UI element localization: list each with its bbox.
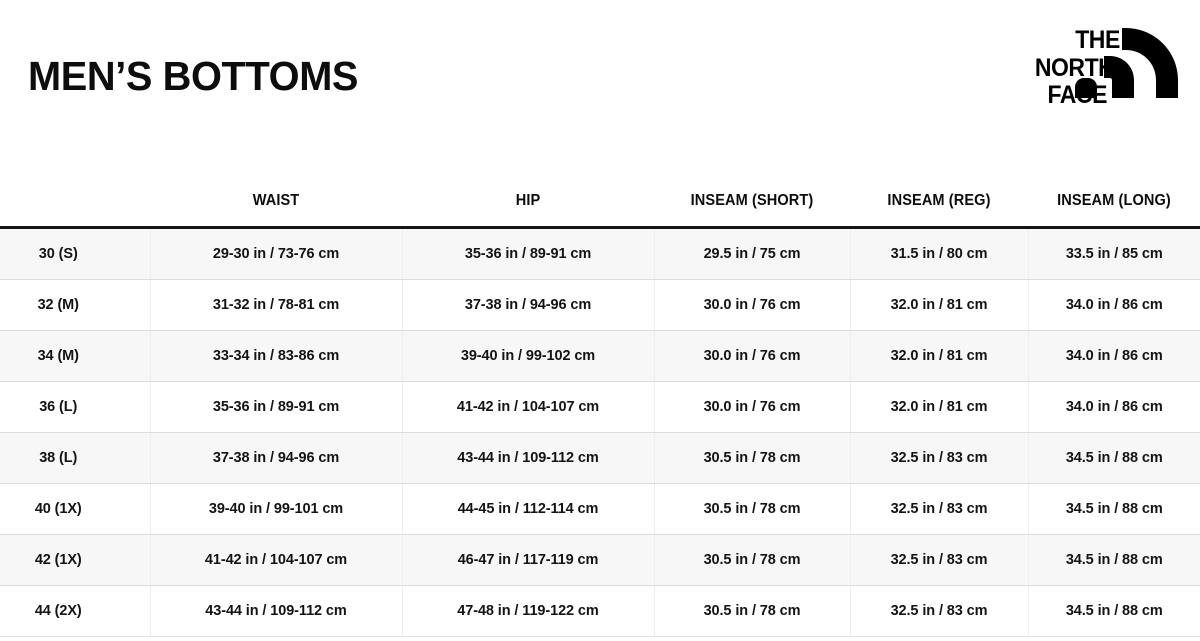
column-header-inseam-short: INSEAM (SHORT) <box>690 192 814 209</box>
measurement-cell: 30.0 in / 76 cm <box>654 381 851 433</box>
measurement-cell: 46-47 in / 117-119 cm <box>402 534 655 586</box>
measurement-cell: 30.5 in / 78 cm <box>654 534 851 586</box>
measurement-cell: 32.5 in / 83 cm <box>850 534 1029 586</box>
table-row: 30 (S) 29-30 in / 73-76 cm 35-36 in / 89-9… <box>0 227 1200 280</box>
table-row: 34 (M) 33-34 in / 83-86 cm 39-40 in / 99-1… <box>0 330 1200 382</box>
measurement-cell: 31.5 in / 80 cm <box>850 227 1029 280</box>
column-header-inseam-long: INSEAM (LONG) <box>1057 192 1171 209</box>
measurement-cell: 34.5 in / 88 cm <box>1028 585 1200 637</box>
measurement-cell: 44-45 in / 112-114 cm <box>402 483 655 535</box>
measurement-cell: 34.5 in / 88 cm <box>1028 483 1200 535</box>
measurement-cell: 32.5 in / 83 cm <box>850 483 1029 535</box>
measurement-cell: 34.5 in / 88 cm <box>1028 534 1200 586</box>
table-header-row: WAIST HIP INSEAM (SHORT) INSEAM (REG) IN… <box>0 148 1200 228</box>
measurement-cell: 31-32 in / 78-81 cm <box>150 279 403 331</box>
column-header-inseam-reg: INSEAM (REG) <box>887 192 991 209</box>
size-label-cell: 34 (M) <box>0 330 151 382</box>
measurement-cell: 30.0 in / 76 cm <box>654 279 851 331</box>
measurement-cell: 29-30 in / 73-76 cm <box>150 227 403 280</box>
measurement-cell: 39-40 in / 99-101 cm <box>150 483 403 535</box>
table-row: 44 (2X) 43-44 in / 109-112 cm 47-48 in / 1… <box>0 585 1200 637</box>
measurement-cell: 34.0 in / 86 cm <box>1028 330 1200 382</box>
column-header-size <box>5 148 146 228</box>
size-chart-table: WAIST HIP INSEAM (SHORT) INSEAM (REG) IN… <box>0 148 1200 637</box>
measurement-cell: 32.5 in / 83 cm <box>850 585 1029 637</box>
measurement-cell: 32.5 in / 83 cm <box>850 432 1029 484</box>
the-north-face-logo: THE NORTH FACE <box>1026 20 1178 114</box>
logo-line-1: THE <box>1075 26 1120 54</box>
measurement-cell: 33.5 in / 85 cm <box>1028 227 1200 280</box>
logo-line-2: NORTH <box>1035 54 1114 82</box>
size-label-cell: 42 (1X) <box>0 534 151 586</box>
measurement-cell: 34.0 in / 86 cm <box>1028 381 1200 433</box>
page-title: MEN’S BOTTOMS <box>28 53 359 99</box>
logo-line-3: FACE <box>1047 81 1107 109</box>
table-row: 32 (M) 31-32 in / 78-81 cm 37-38 in / 94-9… <box>0 279 1200 331</box>
table-row: 38 (L) 37-38 in / 94-96 cm 43-44 in / 109-… <box>0 432 1200 484</box>
page-header: MEN’S BOTTOMS THE NORTH FACE <box>0 0 1200 148</box>
size-label-cell: 30 (S) <box>0 227 151 280</box>
size-label-cell: 44 (2X) <box>0 585 151 637</box>
table-row: 40 (1X) 39-40 in / 99-101 cm 44-45 in / 11… <box>0 483 1200 535</box>
measurement-cell: 47-48 in / 119-122 cm <box>402 585 655 637</box>
size-label-cell: 38 (L) <box>0 432 151 484</box>
measurement-cell: 43-44 in / 109-112 cm <box>150 585 403 637</box>
measurement-cell: 29.5 in / 75 cm <box>654 227 851 280</box>
measurement-cell: 30.5 in / 78 cm <box>654 483 851 535</box>
measurement-cell: 34.0 in / 86 cm <box>1028 279 1200 331</box>
measurement-cell: 41-42 in / 104-107 cm <box>150 534 403 586</box>
column-header-waist: WAIST <box>252 192 300 209</box>
measurement-cell: 30.0 in / 76 cm <box>654 330 851 382</box>
measurement-cell: 37-38 in / 94-96 cm <box>150 432 403 484</box>
measurement-cell: 41-42 in / 104-107 cm <box>402 381 655 433</box>
measurement-cell: 30.5 in / 78 cm <box>654 585 851 637</box>
table-header: WAIST HIP INSEAM (SHORT) INSEAM (REG) IN… <box>0 148 1200 228</box>
size-label-cell: 40 (1X) <box>0 483 151 535</box>
measurement-cell: 33-34 in / 83-86 cm <box>150 330 403 382</box>
table-body: 30 (S) 29-30 in / 73-76 cm 35-36 in / 89-9… <box>0 227 1200 637</box>
table-row: 36 (L) 35-36 in / 89-91 cm 41-42 in / 104-… <box>0 381 1200 433</box>
size-label-cell: 36 (L) <box>0 381 151 433</box>
measurement-cell: 35-36 in / 89-91 cm <box>402 227 655 280</box>
measurement-cell: 35-36 in / 89-91 cm <box>150 381 403 433</box>
table-row: 42 (1X) 41-42 in / 104-107 cm 46-47 in / 1… <box>0 534 1200 586</box>
measurement-cell: 43-44 in / 109-112 cm <box>402 432 655 484</box>
measurement-cell: 39-40 in / 99-102 cm <box>402 330 655 382</box>
size-label-cell: 32 (M) <box>0 279 151 331</box>
measurement-cell: 34.5 in / 88 cm <box>1028 432 1200 484</box>
measurement-cell: 37-38 in / 94-96 cm <box>402 279 655 331</box>
column-header-hip: HIP <box>515 192 541 209</box>
measurement-cell: 32.0 in / 81 cm <box>850 381 1029 433</box>
measurement-cell: 32.0 in / 81 cm <box>850 330 1029 382</box>
measurement-cell: 32.0 in / 81 cm <box>850 279 1029 331</box>
measurement-cell: 30.5 in / 78 cm <box>654 432 851 484</box>
